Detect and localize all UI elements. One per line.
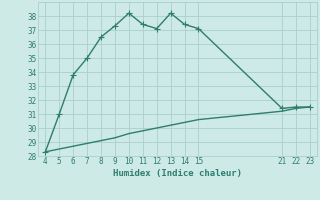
X-axis label: Humidex (Indice chaleur): Humidex (Indice chaleur) bbox=[113, 169, 242, 178]
